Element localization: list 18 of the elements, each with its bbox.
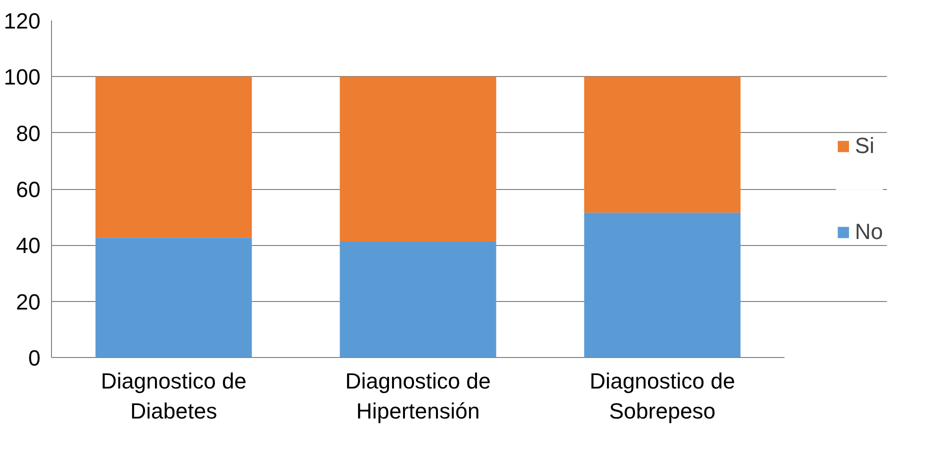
y-tick-label: 40 <box>16 233 41 258</box>
bar <box>584 76 741 213</box>
y-tick-label: 120 <box>4 8 41 34</box>
legend-label: Si <box>854 132 875 158</box>
y-tick-label: 80 <box>16 120 41 146</box>
bar <box>95 238 252 358</box>
y-tick-label: 60 <box>16 177 41 202</box>
y-tick-label: 20 <box>16 289 41 314</box>
y-tick-label: 100 <box>4 64 41 90</box>
x-tick-label: Diagnostico de Diabetes <box>100 368 246 424</box>
y-tick-label: 0 <box>28 346 41 370</box>
x-tick-label: Diagnostico de Sobrepeso <box>590 368 736 424</box>
legend-label: No <box>854 218 883 244</box>
bar <box>584 212 741 358</box>
bar <box>340 76 496 242</box>
x-tick-label: Diagnostico de Hipertensión <box>345 368 491 424</box>
bar <box>340 242 496 358</box>
bar <box>95 76 252 238</box>
